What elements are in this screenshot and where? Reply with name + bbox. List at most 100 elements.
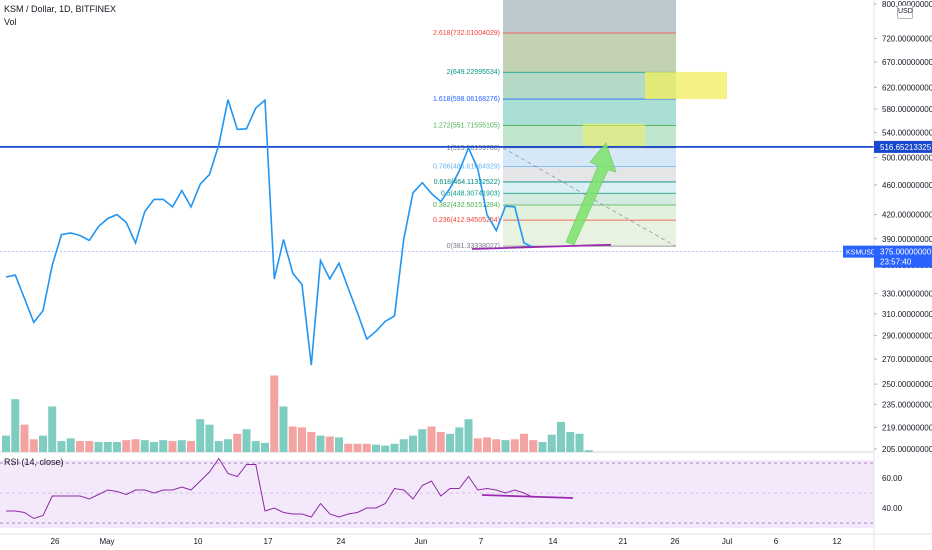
- volume-bar: [85, 441, 94, 452]
- fib-level-label: 2(649.22995534): [447, 69, 500, 76]
- volume-bar: [205, 424, 214, 452]
- time-tick-label: 14: [549, 537, 558, 546]
- volume-bar: [122, 440, 131, 452]
- volume-bar: [270, 375, 279, 452]
- volume-bar: [501, 440, 510, 452]
- volume-bar: [2, 435, 10, 452]
- volume-bar: [214, 441, 223, 452]
- price-tick-label: 330.00000000: [882, 289, 932, 298]
- resistance-label-bg: [874, 140, 932, 153]
- price-tick-label: 620.00000000: [882, 83, 932, 92]
- volume-bar: [344, 443, 353, 452]
- volume-bar: [529, 440, 538, 452]
- volume-bar: [159, 440, 168, 452]
- volume-bar: [251, 441, 260, 452]
- price-line: [5, 98, 534, 366]
- volume-bar: [224, 439, 232, 452]
- price-tick-label: 720.00000000: [882, 34, 932, 43]
- volume-bar: [575, 433, 584, 452]
- arrow-shape: [565, 142, 617, 246]
- fib-level-label: 2.618(732.01004029): [433, 30, 500, 37]
- price-tick-label: 205.00000000: [882, 445, 932, 454]
- volume-bar: [446, 433, 454, 452]
- volume-bar: [492, 439, 501, 452]
- time-axis: 26 May 10 17 24 Jun 7 14 21 26 Jul 6 12: [0, 533, 932, 546]
- volume-bar: [279, 406, 288, 452]
- rsi-tick-label: 60.00: [882, 474, 903, 483]
- time-tick-label: Jun: [415, 537, 428, 546]
- volume-bar: [418, 429, 427, 452]
- rsi-tick-label: 40.00: [882, 504, 903, 513]
- time-tick-label: 26: [671, 537, 680, 546]
- volume-bar: [353, 443, 362, 452]
- rsi-line: [6, 457, 534, 520]
- rsi-trendline: [481, 494, 574, 499]
- time-tick-label: 24: [337, 537, 346, 546]
- price-tick-label: 420.00000000: [882, 211, 932, 220]
- fib-zone: [503, 99, 676, 126]
- price-tick-label: 540.00000000: [882, 128, 932, 137]
- symbol-label-bg: [843, 245, 876, 258]
- fib-level-label: 0.5(448.30741903): [441, 190, 500, 197]
- last-price-label: 375.00000000: [880, 248, 932, 257]
- currency-button[interactable]: USD: [897, 5, 913, 19]
- fib-zone: [503, 147, 676, 167]
- volume-bar: [29, 439, 38, 452]
- volume-bar: [113, 441, 121, 452]
- price-tick-label: 310.00000000: [882, 310, 932, 319]
- time-tick-label: 17: [264, 537, 273, 546]
- fib-zone: [503, 205, 676, 221]
- fib-zone: [503, 0, 676, 34]
- volume-bar: [390, 443, 399, 452]
- price-tick-label: 250.00000000: [882, 380, 932, 389]
- price-tick-label: 390.00000000: [882, 235, 932, 244]
- fib-zone: [503, 166, 676, 182]
- volume-bar: [325, 436, 334, 452]
- volume-bar: [233, 433, 242, 452]
- bullish-arrow: [565, 142, 617, 246]
- fib-level-label: 0.618(464.11332522): [434, 179, 500, 186]
- volume-bar: [140, 440, 149, 452]
- price-tick-label: 460.00000000: [882, 181, 932, 190]
- fib-zone: [503, 220, 676, 247]
- volume-bar: [66, 438, 75, 452]
- volume-bar: [436, 431, 445, 452]
- time-tick-label: Jul: [722, 537, 732, 546]
- volume-bar: [177, 440, 186, 452]
- time-tick-label: 6: [774, 537, 779, 546]
- volume-bar: [11, 399, 20, 452]
- price-axis-bg: [874, 0, 932, 550]
- volume-bar: [196, 419, 205, 452]
- volume-bar: [409, 435, 417, 452]
- volume-bar: [510, 439, 519, 452]
- volume-bar: [48, 406, 57, 452]
- fib-level-label: 1.618(598.06168276): [433, 96, 500, 103]
- countdown-label: 23:57:40: [880, 258, 912, 267]
- fib-level-label: 1(515.28159780): [447, 145, 500, 152]
- volume-bar: [57, 441, 66, 452]
- symbol-label: KSMUSD: [846, 250, 876, 257]
- price-tick-label: 290.00000000: [882, 332, 932, 341]
- volume-bar: [187, 441, 195, 452]
- volume-bar: [464, 419, 473, 452]
- rsi-label: RSI (14, close): [4, 457, 64, 467]
- volume-bar: [307, 431, 316, 452]
- fib-level-label: 0(381.33338027): [447, 243, 500, 250]
- volume-bar: [39, 435, 47, 452]
- time-tick-label: 12: [833, 537, 842, 546]
- fib-level-label: 0.382(432.50151284): [433, 202, 500, 209]
- price-tick-label: 219.00000000: [882, 423, 932, 432]
- volume-bar: [316, 435, 325, 452]
- time-tick-label: May: [99, 537, 114, 546]
- volume-bar: [150, 441, 158, 452]
- volume-bar: [168, 441, 177, 452]
- volume-bar: [538, 441, 547, 452]
- volume-bar: [103, 441, 112, 452]
- time-tick-label: 7: [479, 537, 484, 546]
- fib-level-label: 1.272(551.71555105): [433, 122, 500, 129]
- volume-bar: [584, 450, 593, 452]
- volume-bar: [94, 441, 103, 452]
- target-box-2: [645, 71, 727, 100]
- volume-bar: [381, 445, 390, 452]
